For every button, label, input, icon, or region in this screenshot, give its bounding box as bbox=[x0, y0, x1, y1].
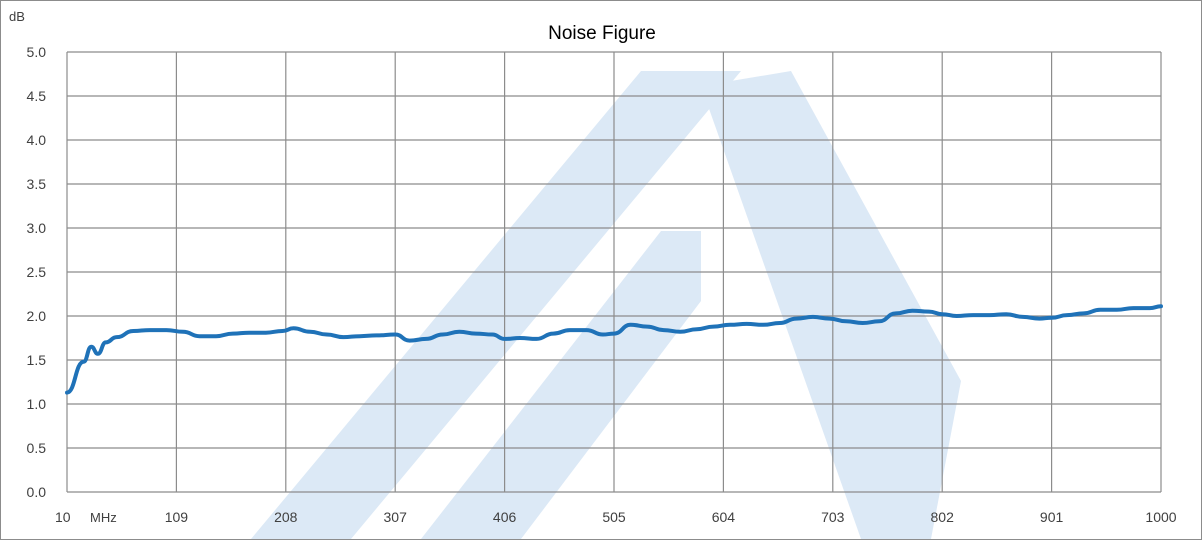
chart-title: Noise Figure bbox=[548, 23, 656, 44]
x-tick-label: 406 bbox=[493, 509, 517, 525]
watermark-stroke-left bbox=[251, 71, 741, 539]
x-tick-label: 703 bbox=[821, 509, 845, 525]
x-tick-label: 901 bbox=[1040, 509, 1064, 525]
y-tick-label: 0.5 bbox=[27, 440, 47, 456]
y-axis-ticks: 0.0 0.5 1.0 1.5 2.0 2.5 3.0 3.5 4.0 4.5 5.0 bbox=[27, 44, 47, 500]
x-tick-label: 109 bbox=[165, 509, 189, 525]
chart-grid bbox=[66, 51, 1162, 493]
x-tick-label: 505 bbox=[602, 509, 626, 525]
x-tick-label: 802 bbox=[931, 509, 955, 525]
x-unit-label: MHz bbox=[90, 510, 117, 525]
x-axis-ticks: 10 109 208 307 406 505 604 703 802 901 1000 bbox=[55, 509, 1177, 525]
y-tick-label: 2.0 bbox=[27, 308, 47, 324]
x-tick-label: 1000 bbox=[1145, 509, 1176, 525]
watermark-logo bbox=[251, 71, 961, 539]
y-tick-label: 3.0 bbox=[27, 220, 47, 236]
x-tick-label: 307 bbox=[384, 509, 408, 525]
y-tick-label: 0.0 bbox=[27, 484, 47, 500]
y-tick-label: 4.0 bbox=[27, 132, 47, 148]
x-tick-label: 10 bbox=[55, 509, 71, 525]
y-tick-label: 4.5 bbox=[27, 88, 47, 104]
y-unit-label: dB bbox=[9, 9, 25, 24]
series-layer bbox=[65, 304, 1163, 395]
y-tick-label: 3.5 bbox=[27, 176, 47, 192]
y-tick-label: 1.0 bbox=[27, 396, 47, 412]
y-tick-label: 5.0 bbox=[27, 44, 47, 60]
y-tick-label: 1.5 bbox=[27, 352, 47, 368]
watermark-stroke-inner bbox=[421, 231, 701, 539]
x-tick-label: 604 bbox=[712, 509, 736, 525]
watermark-stroke-right bbox=[701, 71, 961, 539]
x-tick-label: 208 bbox=[274, 509, 298, 525]
y-tick-label: 2.5 bbox=[27, 264, 47, 280]
noise-figure-series-line bbox=[65, 304, 1163, 395]
